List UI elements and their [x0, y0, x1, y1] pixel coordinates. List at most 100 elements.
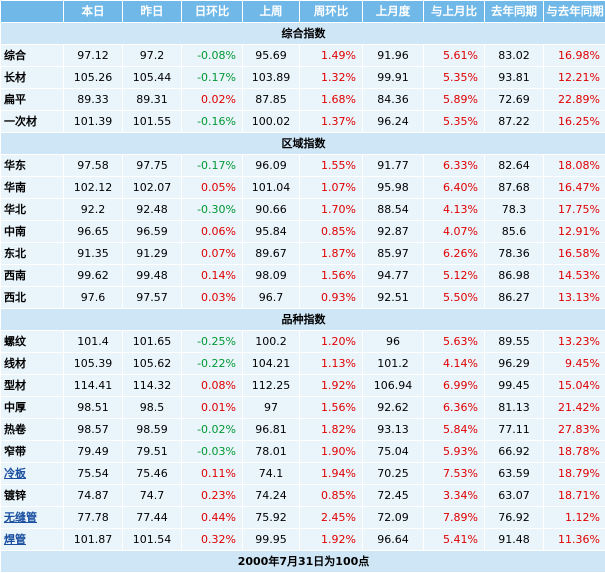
change-cell: 0.07% [182, 243, 242, 264]
value-cell: 99.45 [485, 375, 543, 396]
change-cell: 16.25% [544, 111, 605, 132]
value-cell: 79.49 [64, 441, 122, 462]
change-cell: 5.35% [424, 67, 484, 88]
value-cell: 90.66 [243, 199, 299, 220]
row-name-cell[interactable]: 无缝管 [1, 507, 63, 528]
change-cell: 17.75% [544, 199, 605, 220]
change-cell: 22.89% [544, 89, 605, 110]
value-cell: 92.2 [64, 199, 122, 220]
value-cell: 91.96 [363, 45, 423, 66]
change-cell: 27.83% [544, 419, 605, 440]
value-cell: 92.62 [363, 397, 423, 418]
change-cell: -0.02% [182, 419, 242, 440]
value-cell: 77.78 [64, 507, 122, 528]
change-cell: 9.45% [544, 353, 605, 374]
row-name-cell: 长材 [1, 67, 63, 88]
change-cell: 6.26% [424, 243, 484, 264]
change-cell: 13.23% [544, 331, 605, 352]
change-cell: 6.99% [424, 375, 484, 396]
row-name-cell[interactable]: 冷板 [1, 463, 63, 484]
change-cell: 1.37% [300, 111, 362, 132]
change-cell: 6.33% [424, 155, 484, 176]
row-name-cell: 镀锌 [1, 485, 63, 506]
value-cell: 97.57 [123, 287, 181, 308]
table-row: 线材 105.39 105.62 -0.22% 104.21 1.13% 101.2 4.14… [1, 353, 605, 374]
row-name-cell: 热卷 [1, 419, 63, 440]
row-name-cell: 西南 [1, 265, 63, 286]
change-cell: 12.21% [544, 67, 605, 88]
value-cell: 97 [243, 397, 299, 418]
value-cell: 86.27 [485, 287, 543, 308]
value-cell: 101.39 [64, 111, 122, 132]
header-cell-week-change: 周环比 [300, 1, 362, 22]
row-name-cell: 扁平 [1, 89, 63, 110]
value-cell: 78.3 [485, 199, 543, 220]
change-cell: 16.47% [544, 177, 605, 198]
value-cell: 102.07 [123, 177, 181, 198]
change-cell: 5.89% [424, 89, 484, 110]
change-cell: 3.34% [424, 485, 484, 506]
value-cell: 99.62 [64, 265, 122, 286]
header-row: 本日 昨日 日环比 上周 周环比 上月度 与上月比 去年同期 与去年同期 [1, 1, 605, 22]
table-row: 焊管 101.87 101.54 0.32% 99.95 1.92% 96.64 5.41% 9… [1, 529, 605, 550]
value-cell: 78.36 [485, 243, 543, 264]
value-cell: 97.75 [123, 155, 181, 176]
table-row: 中厚 98.51 98.5 0.01% 97 1.56% 92.62 6.36% 81.13 21… [1, 397, 605, 418]
value-cell: 75.92 [243, 507, 299, 528]
value-cell: 99.95 [243, 529, 299, 550]
change-cell: 1.13% [300, 353, 362, 374]
value-cell: 114.32 [123, 375, 181, 396]
value-cell: 95.98 [363, 177, 423, 198]
change-cell: 18.79% [544, 463, 605, 484]
change-cell: 0.44% [182, 507, 242, 528]
change-cell: 7.89% [424, 507, 484, 528]
row-name-link[interactable]: 焊管 [4, 533, 26, 546]
value-cell: 101.54 [123, 529, 181, 550]
table-row: 西北 97.6 97.57 0.03% 96.7 0.93% 92.51 5.50% 86.27… [1, 287, 605, 308]
table-row: 中南 96.65 96.59 0.06% 95.84 0.85% 92.87 4.07% 85.… [1, 221, 605, 242]
change-cell: 0.85% [300, 485, 362, 506]
table-row: 华东 97.58 97.75 -0.17% 96.09 1.55% 91.77 6.33% 82… [1, 155, 605, 176]
value-cell: 66.92 [485, 441, 543, 462]
row-name-cell[interactable]: 焊管 [1, 529, 63, 550]
change-cell: 1.82% [300, 419, 362, 440]
value-cell: 97.58 [64, 155, 122, 176]
table-row: 华南 102.12 102.07 0.05% 101.04 1.07% 95.98 6.40%… [1, 177, 605, 198]
table-row: 长材 105.26 105.44 -0.17% 103.89 1.32% 99.91 5.35… [1, 67, 605, 88]
value-cell: 114.41 [64, 375, 122, 396]
change-cell: 18.08% [544, 155, 605, 176]
change-cell: 0.85% [300, 221, 362, 242]
value-cell: 86.98 [485, 265, 543, 286]
table-row: 热卷 98.57 98.59 -0.02% 96.81 1.82% 93.13 5.84% 77… [1, 419, 605, 440]
value-cell: 101.4 [64, 331, 122, 352]
change-cell: 15.04% [544, 375, 605, 396]
value-cell: 89.67 [243, 243, 299, 264]
change-cell: 4.07% [424, 221, 484, 242]
change-cell: -0.25% [182, 331, 242, 352]
value-cell: 112.25 [243, 375, 299, 396]
header-cell-name [1, 1, 63, 22]
value-cell: 96.09 [243, 155, 299, 176]
footer-note: 2000年7月31日为100点 [1, 551, 605, 572]
row-name-link[interactable]: 无缝管 [4, 511, 37, 524]
value-cell: 96.64 [363, 529, 423, 550]
value-cell: 92.51 [363, 287, 423, 308]
change-cell: 1.56% [300, 265, 362, 286]
change-cell: 5.84% [424, 419, 484, 440]
value-cell: 91.35 [64, 243, 122, 264]
value-cell: 92.48 [123, 199, 181, 220]
change-cell: 5.93% [424, 441, 484, 462]
header-cell-last-month: 上月度 [363, 1, 423, 22]
row-name-link[interactable]: 冷板 [4, 467, 26, 480]
change-cell: -0.17% [182, 67, 242, 88]
change-cell: 4.13% [424, 199, 484, 220]
change-cell: 1.87% [300, 243, 362, 264]
change-cell: 0.02% [182, 89, 242, 110]
table-row: 华北 92.2 92.48 -0.30% 90.66 1.70% 88.54 4.13% 78.… [1, 199, 605, 220]
change-cell: 21.42% [544, 397, 605, 418]
change-cell: 18.71% [544, 485, 605, 506]
value-cell: 97.2 [123, 45, 181, 66]
header-cell-day-change: 日环比 [182, 1, 242, 22]
value-cell: 85.6 [485, 221, 543, 242]
value-cell: 105.39 [64, 353, 122, 374]
